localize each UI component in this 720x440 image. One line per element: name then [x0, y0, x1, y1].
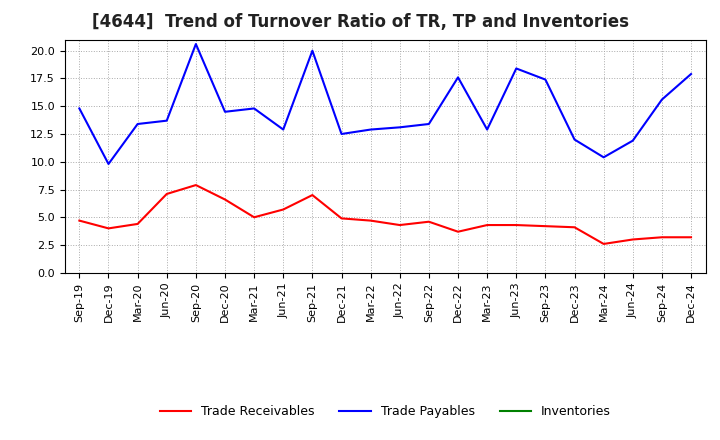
Trade Payables — [308, 48, 317, 53]
Line: Trade Payables: Trade Payables — [79, 44, 691, 164]
Text: [4644]  Trend of Turnover Ratio of TR, TP and Inventories: [4644] Trend of Turnover Ratio of TR, TP… — [91, 13, 629, 31]
Trade Receivables — [192, 183, 200, 188]
Trade Receivables — [687, 235, 696, 240]
Trade Receivables — [629, 237, 637, 242]
Trade Payables — [133, 121, 142, 127]
Trade Payables — [395, 125, 404, 130]
Trade Receivables — [454, 229, 462, 235]
Trade Receivables — [366, 218, 375, 223]
Trade Payables — [337, 132, 346, 137]
Trade Payables — [279, 127, 287, 132]
Trade Payables — [454, 75, 462, 80]
Trade Payables — [250, 106, 258, 111]
Trade Payables — [483, 127, 492, 132]
Trade Receivables — [250, 215, 258, 220]
Trade Receivables — [337, 216, 346, 221]
Trade Payables — [163, 118, 171, 123]
Trade Receivables — [395, 222, 404, 227]
Trade Payables — [629, 138, 637, 143]
Trade Payables — [541, 77, 550, 82]
Trade Payables — [570, 137, 579, 142]
Trade Receivables — [220, 197, 229, 202]
Trade Receivables — [279, 207, 287, 212]
Trade Payables — [366, 127, 375, 132]
Trade Receivables — [75, 218, 84, 223]
Trade Receivables — [163, 191, 171, 197]
Trade Payables — [512, 66, 521, 71]
Trade Receivables — [133, 221, 142, 227]
Trade Receivables — [308, 192, 317, 198]
Trade Receivables — [512, 222, 521, 227]
Trade Receivables — [425, 219, 433, 224]
Trade Receivables — [541, 224, 550, 229]
Trade Payables — [192, 41, 200, 47]
Trade Payables — [657, 97, 666, 102]
Trade Receivables — [657, 235, 666, 240]
Trade Payables — [75, 106, 84, 111]
Trade Receivables — [570, 225, 579, 230]
Trade Payables — [220, 109, 229, 114]
Line: Trade Receivables: Trade Receivables — [79, 185, 691, 244]
Trade Receivables — [104, 226, 113, 231]
Trade Receivables — [483, 222, 492, 227]
Trade Payables — [687, 71, 696, 77]
Trade Payables — [104, 161, 113, 167]
Trade Receivables — [599, 241, 608, 246]
Legend: Trade Receivables, Trade Payables, Inventories: Trade Receivables, Trade Payables, Inven… — [155, 400, 616, 423]
Trade Payables — [425, 121, 433, 127]
Trade Payables — [599, 155, 608, 160]
